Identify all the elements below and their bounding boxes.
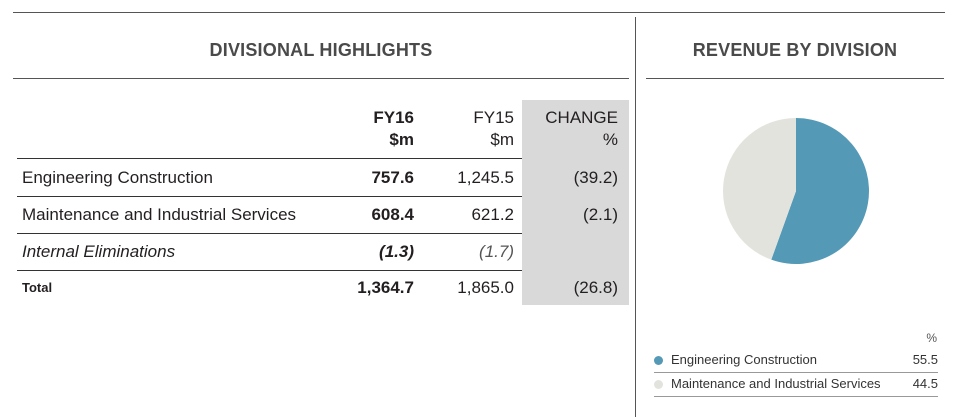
legend-rule bbox=[654, 372, 938, 373]
header-change-unit: % bbox=[602, 130, 618, 149]
value-fy15: 1,245.5 bbox=[457, 168, 514, 187]
header-fy16-unit: $m bbox=[389, 130, 414, 149]
table-title: DIVISIONAL HIGHLIGHTS bbox=[209, 40, 433, 60]
row-label: Total bbox=[22, 280, 53, 295]
value-change: (2.1) bbox=[583, 205, 618, 224]
chart-title: REVENUE BY DIVISION bbox=[692, 40, 898, 60]
value-change: (26.8) bbox=[573, 278, 618, 297]
legend-label: Engineering Construction bbox=[671, 352, 817, 367]
legend-unit-label: % bbox=[926, 331, 937, 345]
value-fy15: 1,865.0 bbox=[457, 278, 514, 297]
table-row-eliminations: Internal Eliminations (1.3) (1.7) bbox=[17, 234, 629, 270]
value-fy16: (1.3) bbox=[379, 242, 414, 261]
table-row-total: Total 1,364.7 1,865.0 (26.8) bbox=[17, 270, 629, 306]
header-fy16-year: FY16 bbox=[373, 108, 414, 127]
pie-svg bbox=[723, 118, 869, 264]
legend-item-engineering: Engineering Construction 55.5 bbox=[654, 350, 938, 371]
value-fy15: 621.2 bbox=[471, 205, 514, 224]
top-rule bbox=[13, 12, 945, 13]
value-change: (39.2) bbox=[573, 168, 618, 187]
legend-swatch bbox=[654, 356, 663, 365]
row-divider bbox=[17, 270, 522, 271]
pie-slice-maintenance-industrial-services bbox=[723, 118, 796, 260]
table-title-rule bbox=[13, 78, 629, 79]
table-row-maintenance: Maintenance and Industrial Services 608.… bbox=[17, 197, 629, 233]
legend-rule bbox=[654, 396, 938, 397]
value-fy16: 1,364.7 bbox=[357, 278, 414, 297]
table-row-engineering: Engineering Construction 757.6 1,245.5 (… bbox=[17, 160, 629, 196]
row-label: Maintenance and Industrial Services bbox=[22, 205, 297, 224]
header-fy15-unit: $m bbox=[490, 130, 514, 149]
header-fy15: FY15 $m bbox=[420, 107, 514, 151]
legend-value: 44.5 bbox=[912, 376, 938, 391]
row-label: Engineering Construction bbox=[22, 168, 213, 187]
header-fy16: FY16 $m bbox=[330, 107, 414, 151]
row-divider bbox=[17, 233, 522, 234]
value-fy16: 757.6 bbox=[371, 168, 414, 187]
vertical-divider bbox=[635, 17, 636, 417]
legend-label: Maintenance and Industrial Services bbox=[671, 376, 881, 391]
pie-slice-engineering-construction bbox=[771, 118, 869, 264]
value-fy16: 608.4 bbox=[371, 205, 414, 224]
value-fy15: (1.7) bbox=[479, 242, 514, 261]
change-column-shading bbox=[522, 100, 629, 305]
header-fy15-year: FY15 bbox=[473, 108, 514, 127]
chart-title-rule bbox=[646, 78, 944, 79]
row-label: Internal Eliminations bbox=[22, 242, 176, 261]
legend-swatch bbox=[654, 380, 663, 389]
row-divider bbox=[17, 158, 522, 159]
header-change-label: CHANGE bbox=[545, 108, 618, 127]
row-divider bbox=[17, 196, 522, 197]
header-change: CHANGE % bbox=[522, 107, 618, 151]
pie-chart bbox=[721, 116, 871, 266]
legend-value: 55.5 bbox=[912, 352, 938, 367]
legend-item-maintenance: Maintenance and Industrial Services 44.5 bbox=[654, 374, 938, 395]
